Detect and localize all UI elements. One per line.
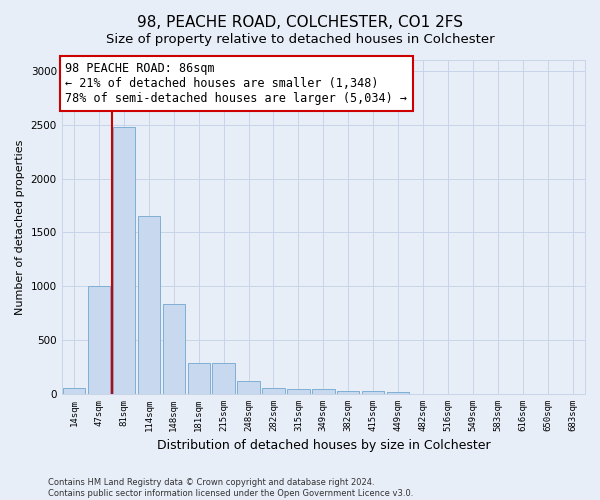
Bar [387,392,409,394]
Bar [337,391,359,394]
Bar [88,286,110,394]
Bar [212,364,235,394]
Text: 98, PEACHE ROAD, COLCHESTER, CO1 2FS: 98, PEACHE ROAD, COLCHESTER, CO1 2FS [137,15,463,30]
Bar [113,127,135,394]
Bar [312,388,335,394]
Bar [188,364,210,394]
X-axis label: Distribution of detached houses by size in Colchester: Distribution of detached houses by size … [157,440,490,452]
Bar [63,388,85,394]
Text: Size of property relative to detached houses in Colchester: Size of property relative to detached ho… [106,32,494,46]
Bar [238,381,260,394]
Y-axis label: Number of detached properties: Number of detached properties [15,140,25,314]
Bar [137,216,160,394]
Bar [163,304,185,394]
Bar [262,388,285,394]
Text: Contains HM Land Registry data © Crown copyright and database right 2024.
Contai: Contains HM Land Registry data © Crown c… [48,478,413,498]
Bar [287,388,310,394]
Bar [362,391,385,394]
Text: 98 PEACHE ROAD: 86sqm
← 21% of detached houses are smaller (1,348)
78% of semi-d: 98 PEACHE ROAD: 86sqm ← 21% of detached … [65,62,407,105]
